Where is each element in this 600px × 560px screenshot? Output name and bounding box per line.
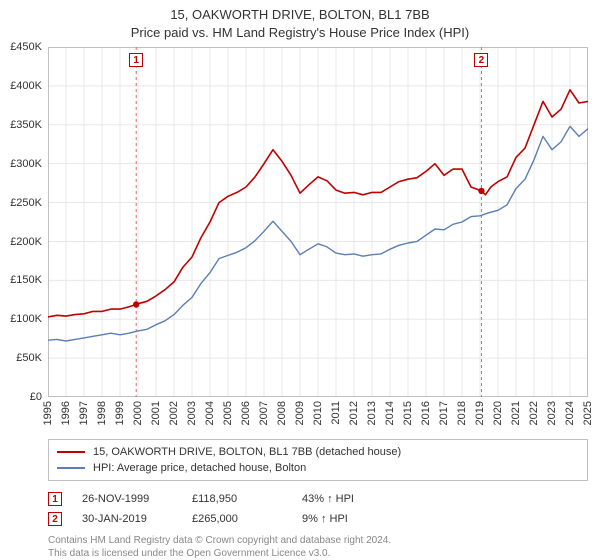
x-tick-label: 2015 xyxy=(402,401,414,425)
x-tick-label: 1998 xyxy=(96,401,108,425)
x-tick-label: 2019 xyxy=(474,401,486,425)
legend-swatch xyxy=(57,451,85,453)
sale-delta: 43% ↑ HPI xyxy=(302,493,392,505)
attribution: Contains HM Land Registry data © Crown c… xyxy=(48,535,588,560)
x-tick-label: 2012 xyxy=(348,401,360,425)
sale-index: 2 xyxy=(48,512,62,526)
x-tick-label: 2021 xyxy=(510,401,522,425)
x-tick-label: 2022 xyxy=(528,401,540,425)
attribution-line: Contains HM Land Registry data © Crown c… xyxy=(48,535,588,548)
title-address: 15, OAKWORTH DRIVE, BOLTON, BL1 7BB xyxy=(0,6,600,24)
sale-date: 30-JAN-2019 xyxy=(82,513,172,525)
sales-table: 1 26-NOV-1999 £118,950 43% ↑ HPI 2 30-JAN-201… xyxy=(48,489,588,529)
x-tick-label: 2017 xyxy=(438,401,450,425)
legend-item: 15, OAKWORTH DRIVE, BOLTON, BL1 7BB (det… xyxy=(57,444,579,460)
attribution-line: This data is licensed under the Open Gov… xyxy=(48,548,588,560)
x-tick-label: 2001 xyxy=(150,401,162,425)
y-tick-label: £50K xyxy=(16,352,42,364)
x-tick-label: 2016 xyxy=(420,401,432,425)
sale-marker: 1 xyxy=(129,53,143,67)
x-tick-label: 1996 xyxy=(60,401,72,425)
sale-marker: 2 xyxy=(474,53,488,67)
legend-swatch xyxy=(57,467,85,469)
x-tick-label: 2006 xyxy=(240,401,252,425)
x-tick-label: 2000 xyxy=(132,401,144,425)
x-tick-label: 2002 xyxy=(168,401,180,425)
legend-label: 15, OAKWORTH DRIVE, BOLTON, BL1 7BB (det… xyxy=(93,446,401,458)
title-subtitle: Price paid vs. HM Land Registry's House … xyxy=(0,24,600,42)
price-chart-card: 15, OAKWORTH DRIVE, BOLTON, BL1 7BB Pric… xyxy=(0,0,600,560)
y-tick-label: £450K xyxy=(10,41,42,53)
sale-price: £118,950 xyxy=(192,493,282,505)
x-tick-label: 2023 xyxy=(546,401,558,425)
legend: 15, OAKWORTH DRIVE, BOLTON, BL1 7BB (det… xyxy=(48,439,588,481)
x-tick-label: 2011 xyxy=(330,401,342,425)
x-tick-label: 1999 xyxy=(114,401,126,425)
x-tick-label: 2018 xyxy=(456,401,468,425)
x-tick-label: 2007 xyxy=(258,401,270,425)
y-tick-label: £300K xyxy=(10,158,42,170)
y-tick-label: £400K xyxy=(10,80,42,92)
x-tick-label: 1995 xyxy=(42,401,54,425)
x-tick-label: 2004 xyxy=(204,401,216,425)
chart-svg xyxy=(48,47,588,397)
x-tick-label: 2003 xyxy=(186,401,198,425)
x-tick-label: 1997 xyxy=(78,401,90,425)
x-tick-label: 2008 xyxy=(276,401,288,425)
y-tick-label: £150K xyxy=(10,274,42,286)
y-tick-label: £200K xyxy=(10,236,42,248)
sale-delta: 9% ↑ HPI xyxy=(302,513,392,525)
x-tick-label: 2010 xyxy=(312,401,324,425)
x-tick-label: 2005 xyxy=(222,401,234,425)
x-tick-label: 2009 xyxy=(294,401,306,425)
y-tick-label: £250K xyxy=(10,197,42,209)
x-tick-label: 2020 xyxy=(492,401,504,425)
sale-date: 26-NOV-1999 xyxy=(82,493,172,505)
x-tick-label: 2013 xyxy=(366,401,378,425)
sale-index: 1 xyxy=(48,492,62,506)
y-tick-label: £0 xyxy=(30,391,42,403)
sales-row: 2 30-JAN-2019 £265,000 9% ↑ HPI xyxy=(48,509,588,529)
chart-area: £0£50K£100K£150K£200K£250K£300K£350K£400… xyxy=(48,47,588,397)
legend-label: HPI: Average price, detached house, Bolt… xyxy=(93,462,306,474)
x-tick-label: 2024 xyxy=(564,401,576,425)
title-block: 15, OAKWORTH DRIVE, BOLTON, BL1 7BB Pric… xyxy=(0,0,600,41)
y-tick-label: £100K xyxy=(10,313,42,325)
y-tick-label: £350K xyxy=(10,119,42,131)
x-tick-label: 2014 xyxy=(384,401,396,425)
sale-price: £265,000 xyxy=(192,513,282,525)
x-tick-label: 2025 xyxy=(582,401,594,425)
legend-item: HPI: Average price, detached house, Bolt… xyxy=(57,460,579,476)
sales-row: 1 26-NOV-1999 £118,950 43% ↑ HPI xyxy=(48,489,588,509)
